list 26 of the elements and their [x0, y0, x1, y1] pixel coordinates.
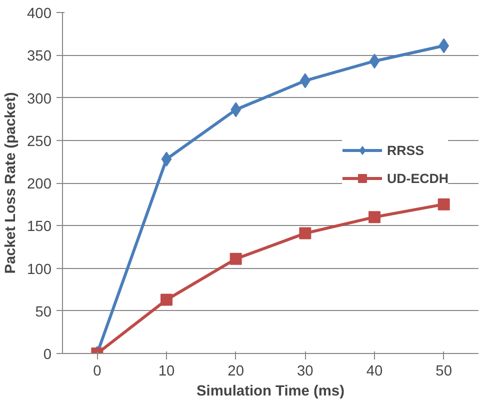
y-tick-label: 200 — [27, 176, 52, 192]
legend-label: UD-ECDH — [387, 170, 448, 186]
y-tick-label: 0 — [43, 347, 52, 363]
legend-label: RRSS — [387, 142, 424, 158]
y-axis-title: Packet Loss Rate (packet) — [3, 92, 20, 274]
point — [161, 152, 172, 167]
point — [160, 294, 172, 306]
point — [438, 198, 450, 210]
x-tick-label: 40 — [366, 364, 383, 380]
x-tick-label: 10 — [158, 364, 175, 380]
x-tick-label: 50 — [436, 364, 452, 380]
y-tick-label: 300 — [27, 91, 52, 108]
x-tick-label: 20 — [228, 364, 244, 380]
x-tick-label: 30 — [297, 364, 314, 380]
y-tick-label: 250 — [27, 134, 52, 150]
x-tick-label: 0 — [93, 364, 102, 380]
y-tick-label: 400 — [27, 6, 52, 22]
y-tick-label: 150 — [27, 219, 52, 236]
point — [368, 211, 380, 224]
y-tick-label: 350 — [27, 48, 52, 65]
y-tick-label: 50 — [35, 304, 52, 320]
x-axis-title: Simulation Time (ms) — [196, 384, 345, 400]
point — [230, 252, 242, 265]
y-tick-label: 100 — [27, 262, 52, 278]
point — [299, 227, 312, 240]
point — [369, 54, 380, 69]
